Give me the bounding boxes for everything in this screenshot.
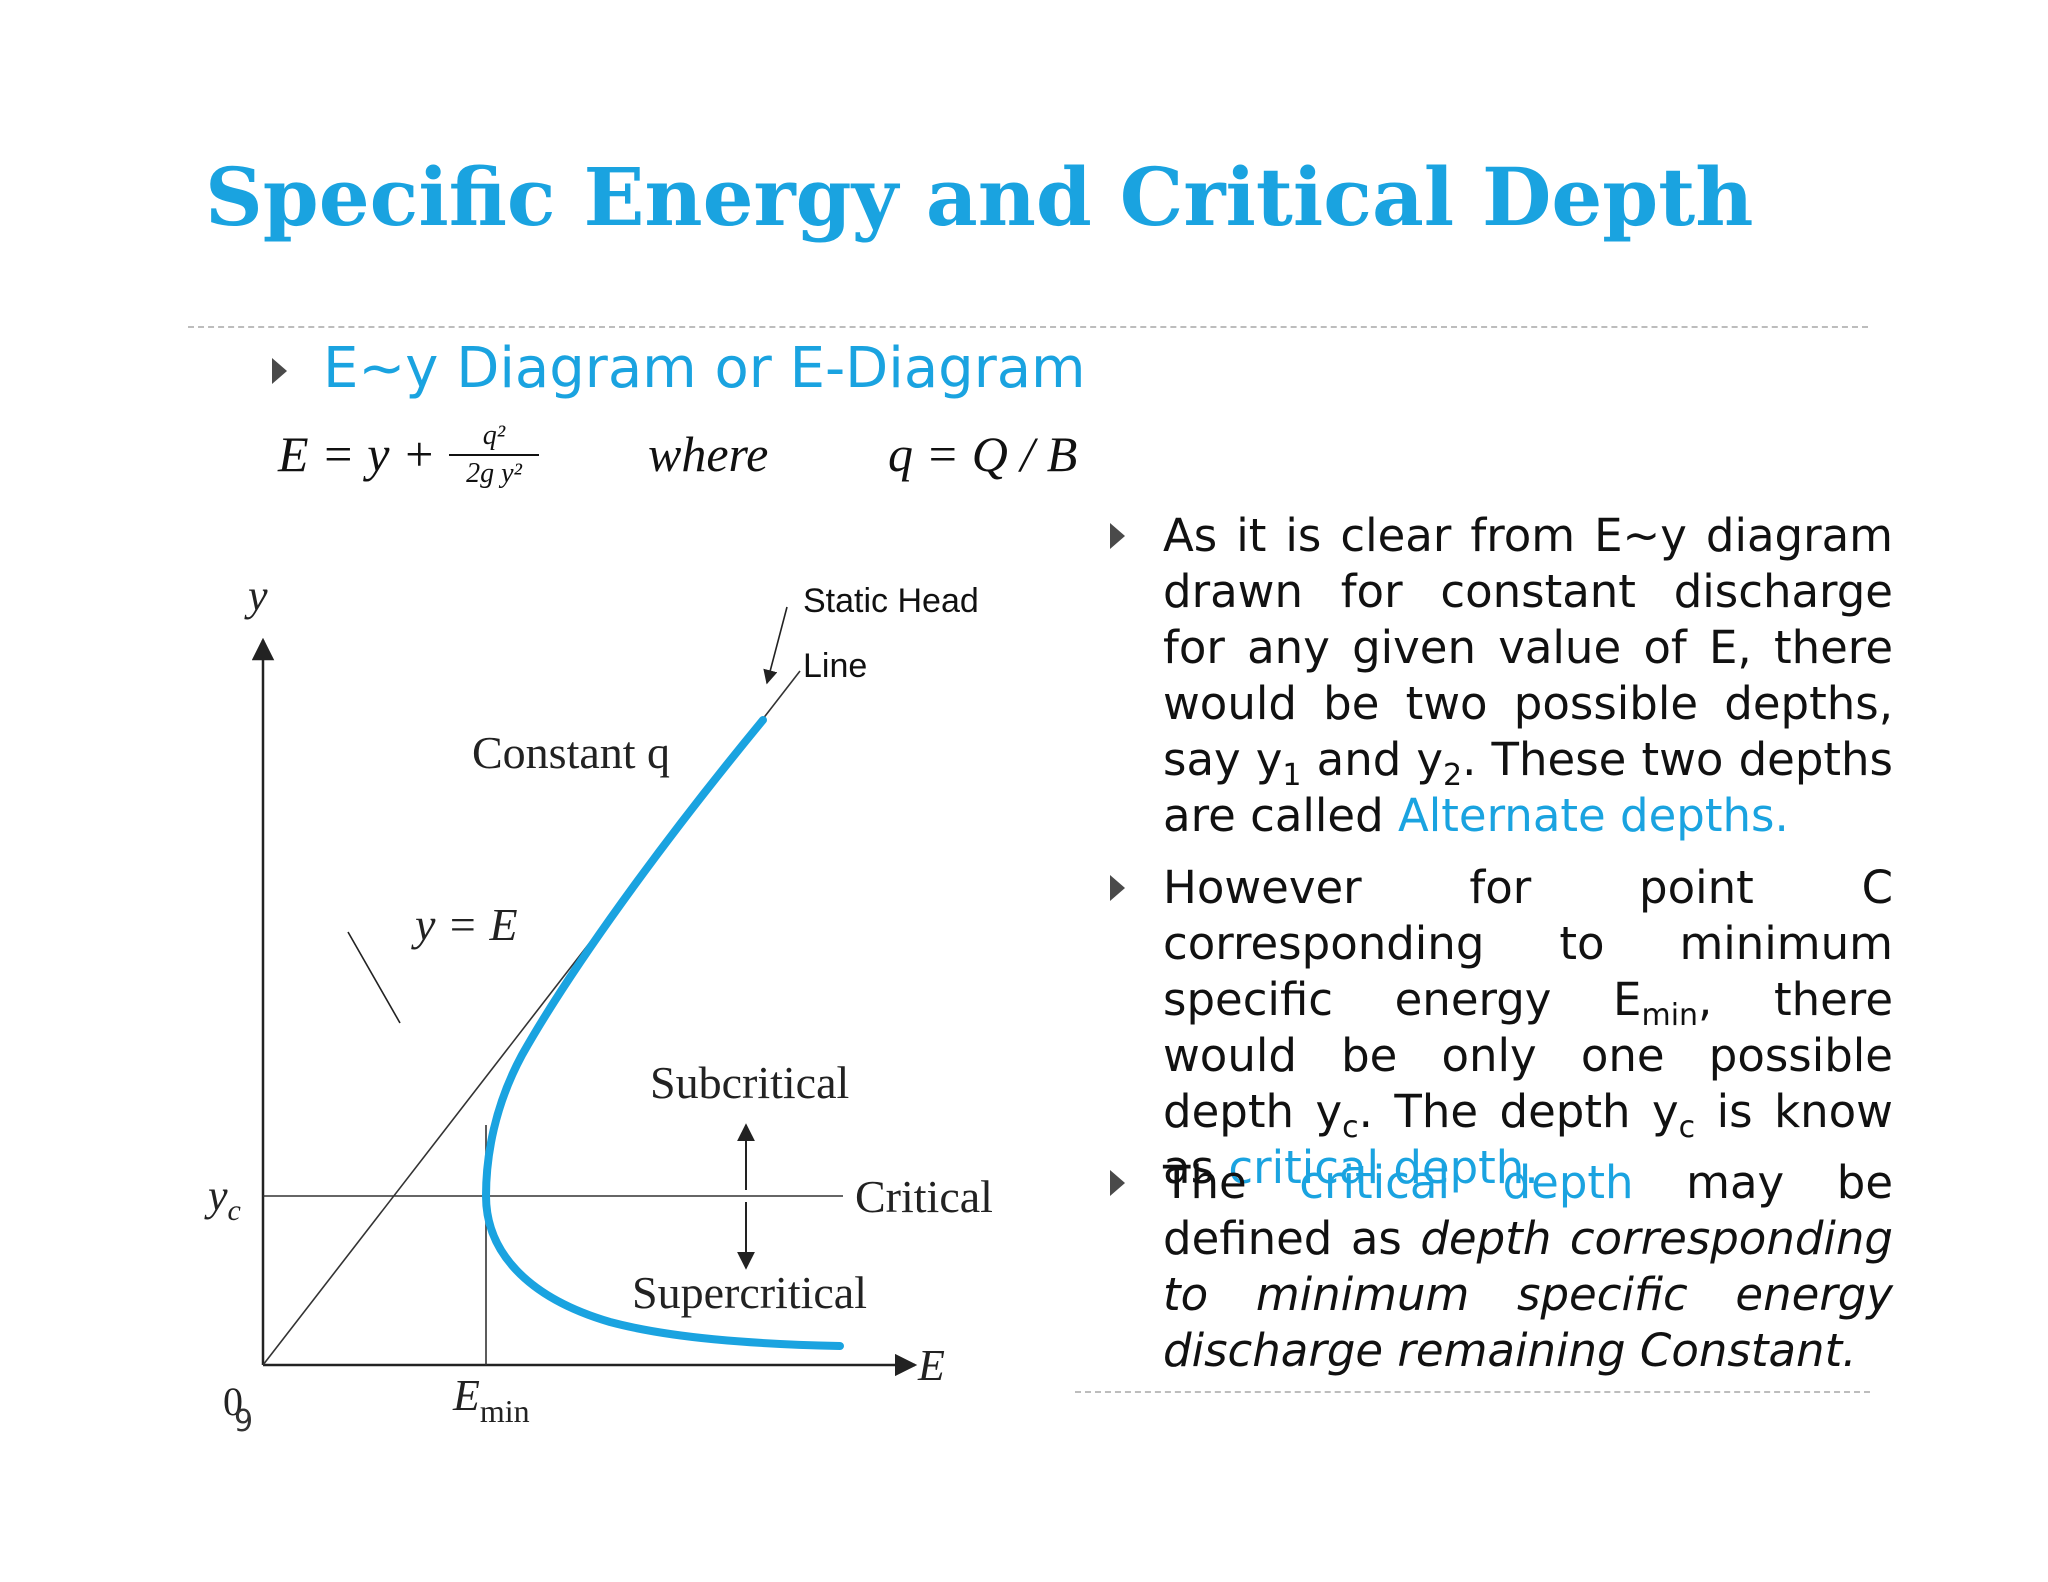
title-divider [188, 326, 1868, 328]
bullet-arrow-icon [272, 358, 287, 384]
bullet-arrow-icon [1110, 875, 1125, 901]
bullet-alternate-depths: As it is clear from E~y diagram drawn fo… [1163, 509, 1893, 842]
static-head-leader [763, 606, 788, 685]
emin-label: Emin [452, 1371, 530, 1429]
bullet-critical-definition: The critical depth may be defined as dep… [1163, 1156, 1894, 1377]
static-head-line-label: Line [803, 647, 867, 685]
footer-divider [1075, 1391, 1870, 1393]
bullet-critical-point: However for point C corresponding to min… [1163, 861, 1893, 1194]
specific-energy-curve [481, 716, 844, 1350]
ey-diagram: y E 0 yc Emin Constant q y = E Subcritic… [204, 571, 993, 1429]
y-axis-label: y [244, 571, 268, 620]
origin-label: 0 [223, 1379, 243, 1424]
y-equals-e-label: y = E [411, 899, 518, 950]
equation-where: where [648, 426, 769, 482]
yc-label: yc [204, 1171, 241, 1227]
x-axis-label: E [917, 1341, 945, 1390]
constant-q-label: Constant q [472, 727, 670, 778]
page-number: 9 [234, 1404, 254, 1439]
supercritical-label: Supercritical [632, 1267, 867, 1318]
equation-q-definition: q = Q / B [888, 426, 1078, 482]
equation-denominator: 2g y² [466, 458, 522, 489]
equation-numerator: q² [449, 420, 539, 456]
bullet-arrow-icon [1110, 523, 1125, 549]
y-equals-e-leader [347, 931, 401, 1024]
critical-label: Critical [855, 1171, 993, 1222]
subcritical-label: Subcritical [650, 1057, 849, 1108]
slide-title: Specific Energy and Critical Depth [205, 150, 1754, 244]
static-head-label: Static Head [803, 582, 979, 620]
equation-fraction: q² 2g y² [449, 420, 539, 490]
equation-lhs: E = y + [278, 426, 436, 482]
subheading: E~y Diagram or E-Diagram [323, 336, 1086, 401]
bullet-arrow-icon [1110, 1170, 1125, 1196]
